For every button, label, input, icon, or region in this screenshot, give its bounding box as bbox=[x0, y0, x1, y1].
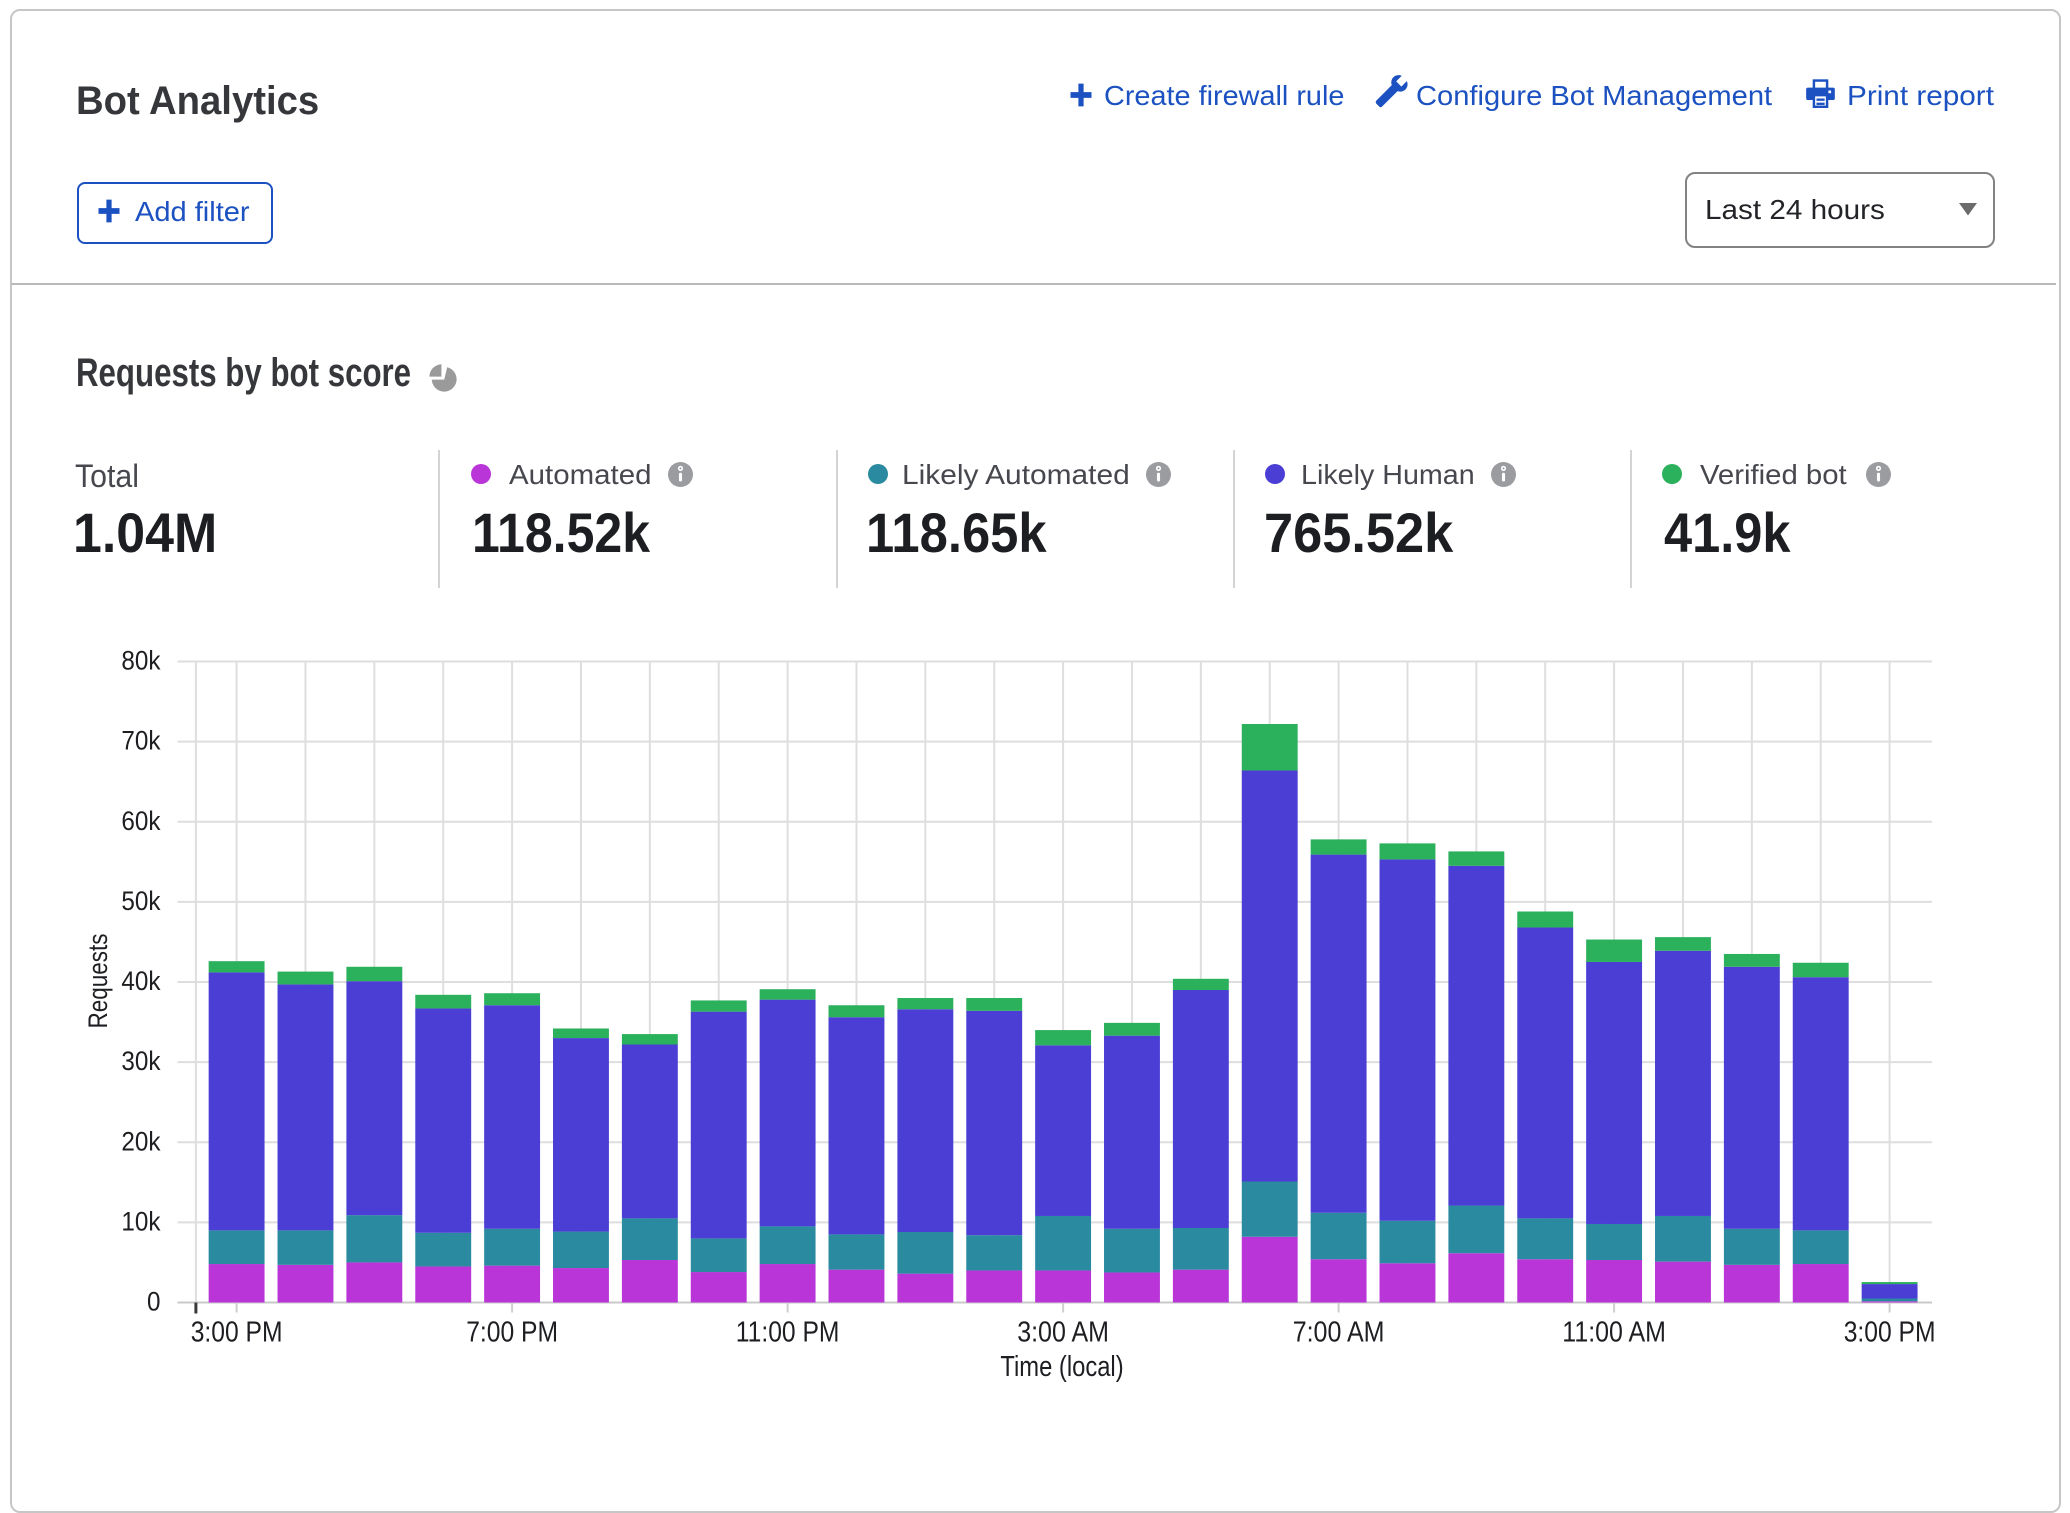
svg-text:Requests: Requests bbox=[83, 934, 113, 1029]
svg-text:70k: 70k bbox=[121, 726, 161, 756]
svg-text:3:00 PM: 3:00 PM bbox=[191, 1317, 283, 1349]
svg-text:11:00 PM: 11:00 PM bbox=[736, 1317, 840, 1349]
svg-text:30k: 30k bbox=[121, 1046, 161, 1076]
svg-text:20k: 20k bbox=[121, 1126, 161, 1156]
svg-text:0: 0 bbox=[147, 1287, 161, 1317]
svg-text:40k: 40k bbox=[121, 966, 161, 996]
svg-text:Time (local): Time (local) bbox=[1000, 1351, 1123, 1383]
svg-text:3:00 AM: 3:00 AM bbox=[1017, 1317, 1109, 1349]
svg-text:3:00 PM: 3:00 PM bbox=[1844, 1317, 1936, 1349]
svg-text:10k: 10k bbox=[121, 1207, 161, 1237]
svg-text:7:00 AM: 7:00 AM bbox=[1293, 1317, 1385, 1349]
svg-text:7:00 PM: 7:00 PM bbox=[466, 1317, 558, 1349]
svg-text:11:00 AM: 11:00 AM bbox=[1562, 1317, 1666, 1349]
svg-text:80k: 80k bbox=[121, 646, 161, 676]
svg-text:50k: 50k bbox=[121, 886, 161, 916]
svg-text:60k: 60k bbox=[121, 806, 161, 836]
